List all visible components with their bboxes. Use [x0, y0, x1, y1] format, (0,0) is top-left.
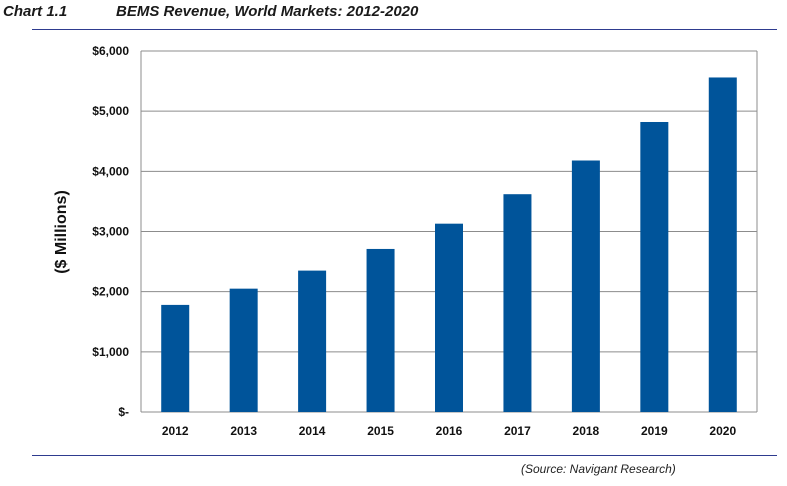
bar-2020: [708, 77, 737, 413]
y-tick-label: $1,000: [92, 345, 129, 359]
x-tick-label: 2013: [230, 424, 257, 438]
top-divider: [32, 29, 777, 30]
y-tick-label: $-: [118, 405, 129, 419]
chart-title: BEMS Revenue, World Markets: 2012-2020: [116, 3, 419, 20]
x-tick-label: 2015: [367, 424, 394, 438]
chart-number: Chart 1.1: [3, 3, 68, 20]
chart-header: Chart 1.1 BEMS Revenue, World Markets: 2…: [0, 0, 787, 30]
bar-2012: [161, 304, 190, 412]
y-axis-ticks: $- $1,000 $2,000 $3,000 $4,000 $5,000 $6,000: [92, 44, 129, 419]
bars: [161, 77, 737, 413]
bar-2013: [229, 288, 258, 412]
y-axis-label: ($ Millions): [53, 190, 70, 274]
y-tick-label: $5,000: [92, 104, 129, 118]
x-tick-label: 2016: [436, 424, 463, 438]
bar-2019: [640, 121, 669, 412]
bar-2016: [435, 223, 463, 412]
y-tick-label: $4,000: [92, 164, 129, 178]
y-tick-label: $3,000: [92, 225, 129, 239]
x-tick-label: 2014: [299, 424, 326, 438]
x-tick-label: 2019: [641, 424, 668, 438]
y-tick-label: $6,000: [92, 44, 129, 58]
x-tick-label: 2020: [709, 424, 736, 438]
x-tick-label: 2018: [573, 424, 600, 438]
x-tick-label: 2012: [162, 424, 189, 438]
bar-2014: [298, 270, 327, 412]
x-tick-label: 2017: [504, 424, 531, 438]
bottom-divider: [32, 455, 777, 456]
source-note: (Source: Navigant Research): [521, 462, 676, 476]
x-axis-ticks: 2012 2013 2014 2015 2016 2017 2018 2019 2020: [162, 424, 737, 438]
y-tick-label: $2,000: [92, 285, 129, 299]
bar-2018: [571, 160, 600, 412]
bar-2015: [366, 248, 395, 412]
bar-2017: [503, 194, 532, 412]
